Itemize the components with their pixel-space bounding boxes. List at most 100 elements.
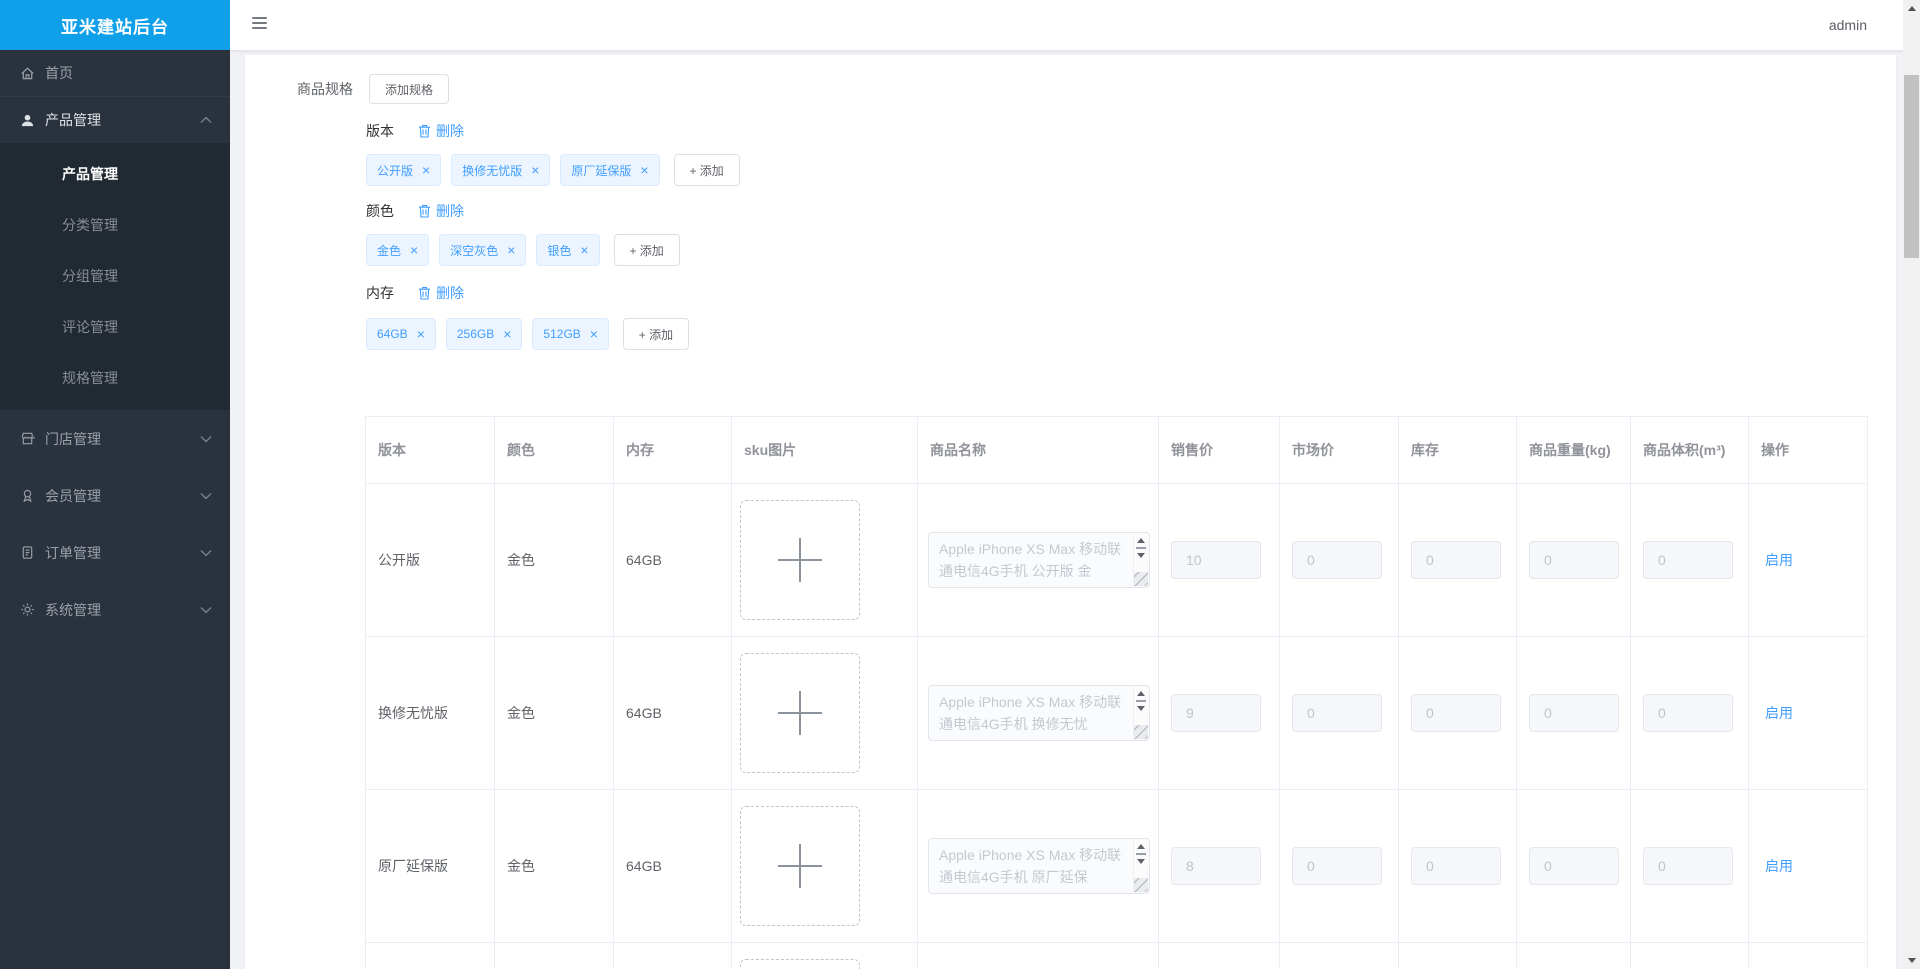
table-row: 换修无忧版 金色 64GB Apple iPhone XS Max 移动联通电信… xyxy=(366,637,1868,790)
cell-weight: 0 xyxy=(1517,790,1631,943)
tag-close-icon[interactable] xyxy=(410,243,418,257)
stock-input[interactable]: 0 xyxy=(1411,694,1501,732)
scrollbar-thumb[interactable] xyxy=(1904,75,1919,258)
cell-name: Apple iPhone XS Max 移动联通电信4G手机 公开版 金 xyxy=(918,484,1159,637)
delete-color-spec[interactable]: 删除 xyxy=(418,201,464,221)
version-tags: 公开版 换修无忧版 原厂延保版 + 添加 xyxy=(366,154,740,186)
resize-grip-icon[interactable] xyxy=(1134,725,1148,739)
hamburger-menu-icon[interactable] xyxy=(252,17,267,31)
add-version-tag-button[interactable]: + 添加 xyxy=(673,154,740,186)
scroll-down-icon[interactable] xyxy=(1137,553,1145,558)
tag-item[interactable]: 64GB xyxy=(366,318,436,350)
scroll-up-icon[interactable] xyxy=(1137,691,1145,696)
color-section-header: 颜色 删除 xyxy=(366,201,464,221)
scroll-up-icon[interactable] xyxy=(1137,538,1145,543)
product-name-textarea[interactable]: Apple iPhone XS Max 移动联通电信4G手机 原厂延保 xyxy=(928,838,1150,894)
cell-version: 公开版 xyxy=(366,484,495,637)
volume-input[interactable]: 0 xyxy=(1643,847,1733,885)
sidebar-item-category-manage[interactable]: 分类管理 xyxy=(62,217,118,233)
admin-user-menu[interactable]: admin xyxy=(1828,17,1867,33)
resize-grip-icon[interactable] xyxy=(1134,572,1148,586)
plus-icon xyxy=(778,844,822,888)
col-header-actions: 操作 xyxy=(1749,417,1868,484)
cell-actions: 启用 xyxy=(1749,637,1868,790)
table-row: 原厂延保版 金色 64GB Apple iPhone XS Max 移动联通电信… xyxy=(366,790,1868,943)
sidebar-item-product-root[interactable]: 产品管理 xyxy=(0,97,230,143)
tag-close-icon[interactable] xyxy=(422,163,430,177)
add-spec-button[interactable]: 添加规格 xyxy=(369,74,449,104)
market-price-input[interactable]: 0 xyxy=(1292,694,1382,732)
table-body: 公开版 金色 64GB Apple iPhone XS Max 移动联通电信4G… xyxy=(366,484,1868,969)
sku-image-upload[interactable] xyxy=(740,959,860,969)
sku-image-upload[interactable] xyxy=(740,500,860,620)
sidebar-item-label: 订单管理 xyxy=(45,544,101,561)
tag-close-icon[interactable] xyxy=(507,243,515,257)
tag-item[interactable]: 256GB xyxy=(445,318,523,350)
scroll-down-icon[interactable] xyxy=(1137,706,1145,711)
sidebar-item-system[interactable]: 系统管理 xyxy=(0,581,230,638)
sku-image-upload[interactable] xyxy=(740,653,860,773)
volume-input[interactable]: 0 xyxy=(1643,541,1733,579)
sidebar-item-order[interactable]: 订单管理 xyxy=(0,524,230,581)
col-header-color: 颜色 xyxy=(495,417,614,484)
price-input[interactable]: 9 xyxy=(1171,694,1261,732)
enable-link[interactable]: 启用 xyxy=(1765,858,1793,874)
page-scrollbar[interactable] xyxy=(1903,0,1920,969)
tag-close-icon[interactable] xyxy=(503,327,511,341)
sidebar-item-comment-manage[interactable]: 评论管理 xyxy=(62,319,118,335)
tag-item[interactable]: 金色 xyxy=(366,234,430,266)
scroll-up-icon[interactable] xyxy=(1137,844,1145,849)
price-input[interactable]: 8 xyxy=(1171,847,1261,885)
delete-version-spec[interactable]: 删除 xyxy=(418,121,464,141)
add-color-tag-button[interactable]: + 添加 xyxy=(613,234,680,266)
market-price-input[interactable]: 0 xyxy=(1292,541,1382,579)
tag-close-icon[interactable] xyxy=(640,163,648,177)
content-card: 商品规格 添加规格 版本 删除 公开版 换修无忧版 原厂延保版 + 添加 颜色 … xyxy=(245,55,1896,969)
memory-section-header: 内存 删除 xyxy=(366,283,464,303)
table-row xyxy=(366,943,1868,969)
weight-input[interactable]: 0 xyxy=(1529,847,1619,885)
weight-input[interactable]: 0 xyxy=(1529,694,1619,732)
weight-input[interactable]: 0 xyxy=(1529,541,1619,579)
tag-close-icon[interactable] xyxy=(417,327,425,341)
product-name-textarea[interactable]: Apple iPhone XS Max 移动联通电信4G手机 换修无忧 xyxy=(928,685,1150,741)
tag-close-icon[interactable] xyxy=(580,243,588,257)
scroll-down-icon[interactable] xyxy=(1137,859,1145,864)
cell-memory: 64GB xyxy=(614,790,732,943)
volume-input[interactable]: 0 xyxy=(1643,694,1733,732)
sidebar-item-member[interactable]: 会员管理 xyxy=(0,467,230,524)
sku-image-upload[interactable] xyxy=(740,806,860,926)
resize-grip-icon[interactable] xyxy=(1134,878,1148,892)
market-price-input[interactable]: 0 xyxy=(1292,847,1382,885)
cell-color: 金色 xyxy=(495,790,614,943)
tag-item[interactable]: 512GB xyxy=(532,318,609,350)
cell-price: 10 xyxy=(1159,484,1280,637)
cell-weight xyxy=(1517,943,1631,969)
sidebar-item-home[interactable]: 首页 xyxy=(0,50,230,97)
enable-link[interactable]: 启用 xyxy=(1765,552,1793,568)
tag-close-icon[interactable] xyxy=(531,163,539,177)
stock-input[interactable]: 0 xyxy=(1411,541,1501,579)
enable-link[interactable]: 启用 xyxy=(1765,705,1793,721)
tag-item[interactable]: 深空灰色 xyxy=(439,234,527,266)
product-name-textarea[interactable]: Apple iPhone XS Max 移动联通电信4G手机 公开版 金 xyxy=(928,532,1150,588)
scrollbar-up-arrow-icon[interactable] xyxy=(1903,0,1920,17)
tag-close-icon[interactable] xyxy=(590,327,598,341)
cell-actions xyxy=(1749,943,1868,969)
tag-item[interactable]: 原厂延保版 xyxy=(560,154,660,186)
price-input[interactable]: 10 xyxy=(1171,541,1261,579)
scrollbar-down-arrow-icon[interactable] xyxy=(1903,952,1920,969)
sidebar-item-group-manage[interactable]: 分组管理 xyxy=(62,268,118,284)
delete-memory-spec[interactable]: 删除 xyxy=(418,283,464,303)
tag-item[interactable]: 换修无忧版 xyxy=(451,154,551,186)
sidebar-item-spec-manage[interactable]: 规格管理 xyxy=(62,370,118,386)
sidebar-item-store[interactable]: 门店管理 xyxy=(0,410,230,467)
cell-volume: 0 xyxy=(1631,484,1749,637)
sidebar-item-product-manage[interactable]: 产品管理 xyxy=(62,166,118,182)
add-memory-tag-button[interactable]: + 添加 xyxy=(622,318,689,350)
cell-market-price: 0 xyxy=(1280,637,1399,790)
sku-table: 版本 颜色 内存 sku图片 商品名称 销售价 市场价 库存 商品重量(kg) … xyxy=(365,416,1868,969)
stock-input[interactable]: 0 xyxy=(1411,847,1501,885)
tag-item[interactable]: 公开版 xyxy=(366,154,442,186)
tag-item[interactable]: 银色 xyxy=(536,234,600,266)
